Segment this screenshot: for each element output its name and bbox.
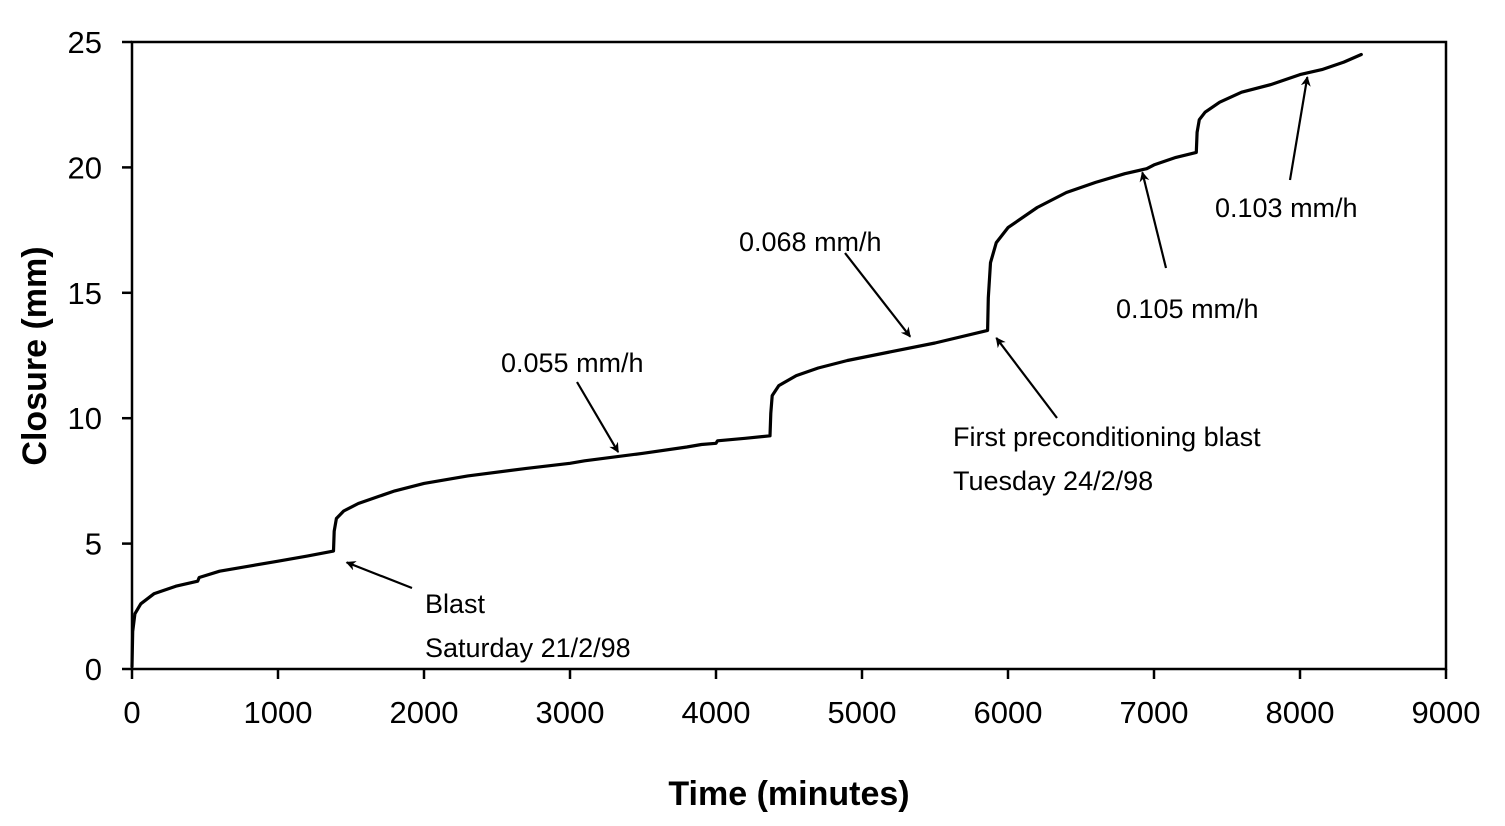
annotation-label: 0.103 mm/h: [1215, 193, 1358, 223]
annotations: Blast Saturday 21/2/98 0.055 mm/h 0.068 mm/…: [345, 76, 1358, 663]
x-tick-label: 8000: [1266, 695, 1335, 730]
y-tick-label: 20: [68, 150, 102, 185]
y-tick-label: 15: [68, 276, 102, 311]
annotation-arrow: [576, 381, 620, 453]
annotation-label: Tuesday 24/2/98: [953, 466, 1153, 496]
annotation-arrow: [1139, 171, 1168, 269]
x-tick-label: 5000: [828, 695, 897, 730]
y-tick-label: 0: [85, 652, 102, 687]
annotation-label: 0.105 mm/h: [1116, 294, 1259, 324]
x-tick-label: 7000: [1120, 695, 1189, 730]
y-tick-label: 25: [68, 25, 102, 60]
x-tick-label: 1000: [244, 695, 313, 730]
annotation-label: First preconditioning blast: [953, 422, 1261, 452]
annotation-label: Saturday 21/2/98: [425, 633, 631, 663]
annotation-label: 0.055 mm/h: [501, 348, 644, 378]
annotation-arrow: [995, 337, 1058, 419]
x-tick-label: 9000: [1412, 695, 1481, 730]
x-axis-title: Time (minutes): [668, 775, 909, 813]
x-axis: 0 1000 2000 3000 4000 5000 6000 7000 8000 9000: [123, 669, 1480, 730]
y-tick-label: 5: [85, 527, 102, 562]
x-tick-label: 6000: [974, 695, 1043, 730]
y-axis: 0 5 10 15 20 25: [68, 25, 132, 687]
annotation-arrow: [345, 561, 413, 590]
x-tick-label: 3000: [536, 695, 605, 730]
annotation-label: 0.068 mm/h: [739, 227, 882, 257]
annotation-arrow: [844, 252, 912, 338]
annotation-arrow: [1288, 76, 1311, 181]
x-tick-label: 2000: [390, 695, 459, 730]
x-tick-label: 4000: [682, 695, 751, 730]
y-tick-label: 10: [68, 401, 102, 436]
y-axis-title: Closure (mm): [16, 246, 54, 465]
closure-line: [130, 52, 1363, 669]
annotation-label: Blast: [425, 589, 486, 619]
plot-area-frame: [130, 40, 1448, 671]
x-tick-label: 0: [123, 695, 140, 730]
